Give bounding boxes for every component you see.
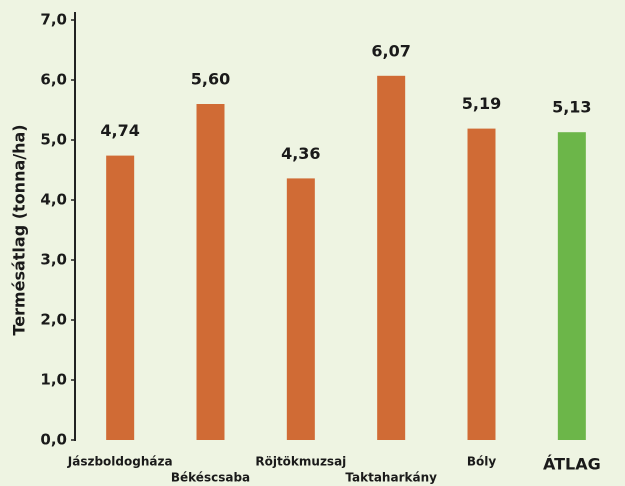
- x-tick-label: Békéscsaba: [171, 471, 250, 485]
- value-label: 4,36: [281, 144, 320, 163]
- bar: [377, 75, 406, 441]
- value-label: 5,60: [191, 70, 230, 89]
- bar: [286, 178, 315, 440]
- y-tick-label: 4,0: [40, 191, 67, 209]
- y-tick-label: 3,0: [40, 251, 67, 269]
- x-tick-label: ÁTLAG: [543, 455, 601, 474]
- y-tick-label: 5,0: [40, 131, 67, 149]
- x-tick-label: Taktaharkány: [345, 471, 437, 485]
- bar: [557, 132, 586, 440]
- x-tick-label: Röjtökmuzsaj: [255, 455, 346, 469]
- y-tick-label: 0,0: [40, 431, 67, 449]
- value-label: 5,19: [462, 94, 501, 113]
- value-label: 4,74: [100, 121, 139, 140]
- y-tick-label: 6,0: [40, 71, 67, 89]
- y-axis-label: Termésátlag (tonna/ha): [10, 124, 29, 335]
- bar: [106, 155, 135, 440]
- bar: [467, 128, 496, 440]
- x-tick-label: Bóly: [467, 455, 497, 469]
- y-tick-label: 2,0: [40, 311, 67, 329]
- bar: [196, 104, 225, 440]
- value-label: 6,07: [371, 41, 410, 60]
- y-tick-label: 7,0: [40, 11, 67, 29]
- y-tick-label: 1,0: [40, 371, 67, 389]
- x-tick-label: Jászboldogháza: [67, 455, 173, 469]
- value-label: 5,13: [552, 98, 591, 117]
